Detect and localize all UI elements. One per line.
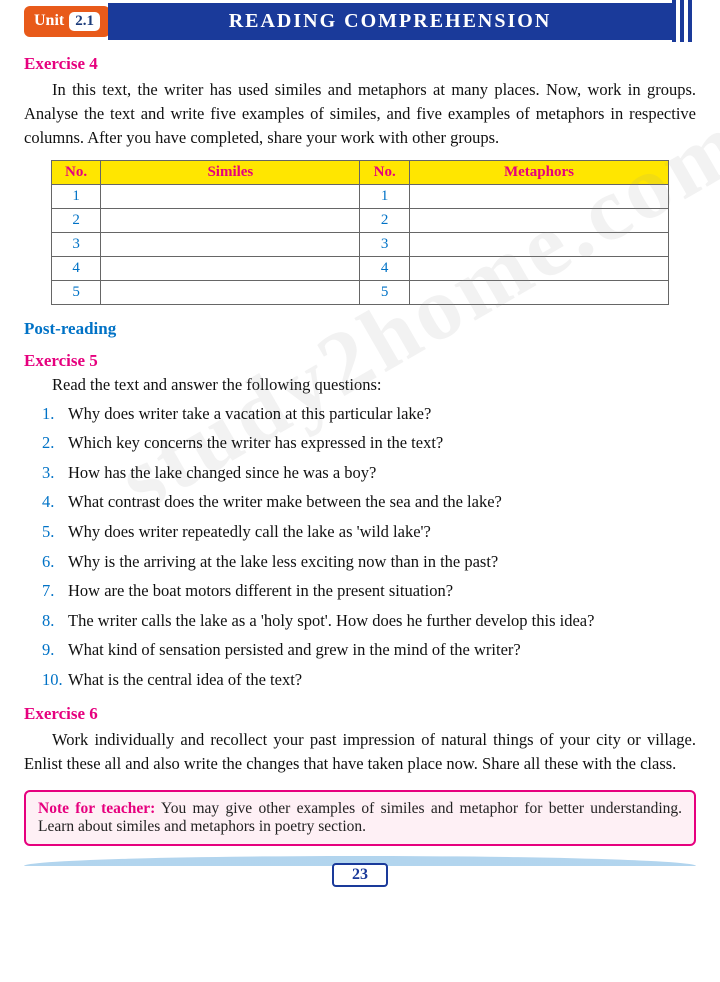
list-item: 2. Which key concerns the writer has expr… [42,430,696,456]
qtext: The writer calls the lake as a 'holy spo… [68,611,594,630]
list-item: 3. How has the lake changed since he was … [42,460,696,486]
list-item: 8. The writer calls the lake as a 'holy s… [42,608,696,634]
unit-badge: Unit 2.1 [24,6,110,37]
exercise4-title: Exercise 4 [24,54,696,74]
table-row: 44 [51,256,668,280]
th-metaphors: Metaphors [409,160,668,184]
page-number: 23 [332,863,388,887]
cell-num: 4 [51,256,100,280]
cell-num: 3 [51,232,100,256]
header-stripes-icon [672,0,696,42]
page-container: Unit 2.1 READING COMPREHENSION Exercise … [0,0,720,912]
table-row: 11 [51,184,668,208]
table-row: 33 [51,232,668,256]
header-bar: Unit 2.1 READING COMPREHENSION [24,0,696,42]
cell-num: 1 [360,184,409,208]
qnum: 3. [42,460,54,486]
qtext: Why does writer take a vacation at this … [68,404,431,423]
similes-table: No. Similes No. Metaphors 11 22 33 44 55 [51,160,669,305]
cell-num: 3 [360,232,409,256]
footer: 23 [24,856,696,892]
list-item: 9. What kind of sensation persisted and g… [42,637,696,663]
cell-simile[interactable] [101,232,360,256]
qtext: How has the lake changed since he was a … [68,463,376,482]
qnum: 9. [42,637,54,663]
list-item: 10. What is the central idea of the text? [42,667,696,693]
cell-simile[interactable] [101,184,360,208]
qnum: 2. [42,430,54,456]
qnum: 8. [42,608,54,634]
exercise6-title: Exercise 6 [24,704,696,724]
cell-metaphor[interactable] [409,232,668,256]
questions-list: 1. Why does writer take a vacation at thi… [24,401,696,693]
cell-metaphor[interactable] [409,280,668,304]
table-header-row: No. Similes No. Metaphors [51,160,668,184]
page-title: READING COMPREHENSION [108,3,672,40]
exercise4-text: In this text, the writer has used simile… [24,78,696,150]
qtext: How are the boat motors different in the… [68,581,453,600]
table-body: 11 22 33 44 55 [51,184,668,304]
qnum: 1. [42,401,54,427]
table-row: 22 [51,208,668,232]
cell-simile[interactable] [101,256,360,280]
cell-num: 5 [360,280,409,304]
cell-num: 4 [360,256,409,280]
qtext: Why does writer repeatedly call the lake… [68,522,431,541]
cell-num: 1 [51,184,100,208]
cell-num: 2 [51,208,100,232]
qtext: Which key concerns the writer has expres… [68,433,443,452]
th-no2: No. [360,160,409,184]
qtext: What contrast does the writer make betwe… [68,492,502,511]
unit-label: Unit [34,12,64,30]
list-item: 5. Why does writer repeatedly call the la… [42,519,696,545]
exercise5-lead: Read the text and answer the following q… [24,375,696,395]
cell-simile[interactable] [101,280,360,304]
cell-metaphor[interactable] [409,256,668,280]
cell-num: 5 [51,280,100,304]
post-reading-title: Post-reading [24,319,696,339]
table-row: 55 [51,280,668,304]
teacher-note: Note for teacher: You may give other exa… [24,790,696,846]
cell-metaphor[interactable] [409,208,668,232]
qnum: 5. [42,519,54,545]
list-item: 7. How are the boat motors different in t… [42,578,696,604]
qnum: 7. [42,578,54,604]
exercise6-text: Work individually and recollect your pas… [24,728,696,776]
note-label: Note for teacher: [38,800,155,817]
th-similes: Similes [101,160,360,184]
list-item: 1. Why does writer take a vacation at thi… [42,401,696,427]
unit-number: 2.1 [69,12,100,31]
qnum: 4. [42,489,54,515]
qtext: Why is the arriving at the lake less exc… [68,552,498,571]
exercise5-title: Exercise 5 [24,351,696,371]
cell-num: 2 [360,208,409,232]
qnum: 6. [42,549,54,575]
th-no1: No. [51,160,100,184]
cell-simile[interactable] [101,208,360,232]
cell-metaphor[interactable] [409,184,668,208]
list-item: 6. Why is the arriving at the lake less e… [42,549,696,575]
qtext: What is the central idea of the text? [68,670,302,689]
qnum: 10. [42,667,63,693]
list-item: 4. What contrast does the writer make bet… [42,489,696,515]
qtext: What kind of sensation persisted and gre… [68,640,521,659]
